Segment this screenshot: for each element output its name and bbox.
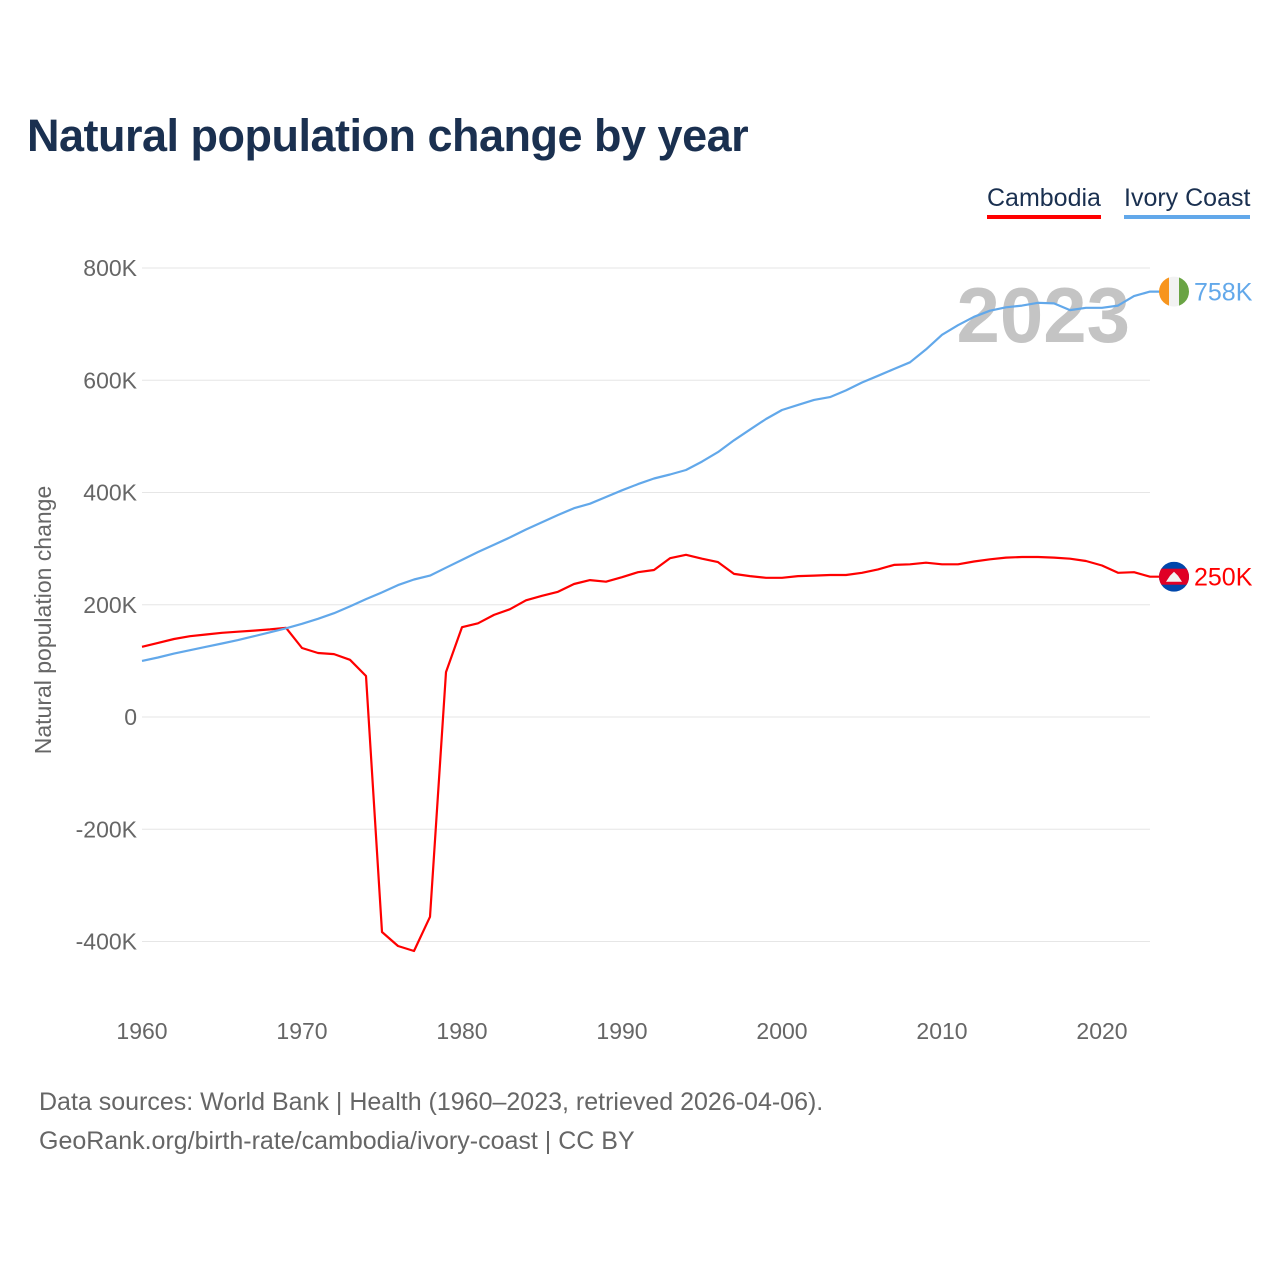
y-tick-label: 800K [83,255,137,281]
legend-ivory-coast[interactable]: Ivory Coast [1124,184,1251,219]
x-tick-label: 2000 [756,1018,807,1044]
ivory-coast-flag-icon [1159,276,1189,307]
x-tick-label: 1970 [276,1018,327,1044]
series-line-cambodia[interactable] [141,553,1165,953]
end-value-label: 758K [1194,279,1253,307]
y-tick-label: -200K [76,816,138,842]
y-tick-label: 200K [83,592,137,618]
footer-source: Data sources: World Bank | Health (1960–… [39,1088,824,1116]
y-tick-label: 600K [83,367,137,393]
x-tick-label: 1960 [116,1018,167,1044]
y-tick-label: 0 [124,704,137,730]
end-value-label: 250K [1194,564,1253,592]
y-tick-label: -400K [76,929,138,955]
year-watermark: 2023 [956,271,1130,359]
cambodia-flag-icon [1159,561,1189,592]
x-tick-label: 1980 [436,1018,487,1044]
y-axis-label: Natural population change [30,486,56,755]
y-tick-label: 400K [83,480,137,506]
chart-title: Natural population change by year [27,110,749,161]
series-line-ivory-coast[interactable] [141,290,1165,662]
x-tick-label: 2010 [916,1018,967,1044]
legend-cambodia[interactable]: Cambodia [987,184,1101,219]
x-tick-label: 1990 [596,1018,647,1044]
x-tick-label: 2020 [1076,1018,1127,1044]
footer-url[interactable]: GeoRank.org/birth-rate/cambodia/ivory-co… [39,1127,635,1155]
